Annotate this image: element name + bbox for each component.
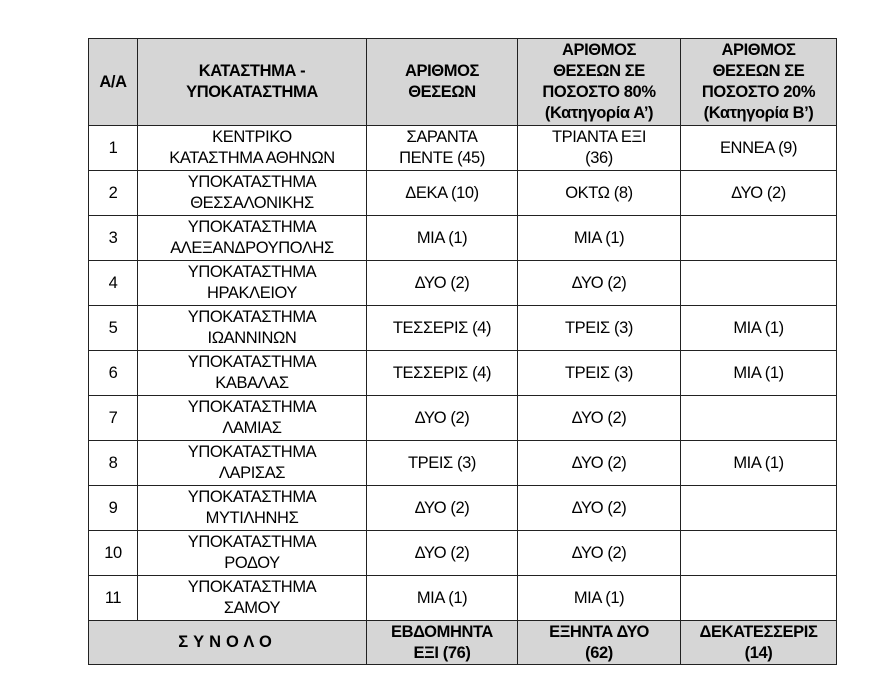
table-row: 6 ΥΠΟΚΑΤΑΣΤΗΜΑ ΚΑΒΑΛΑΣ ΤΕΣΣΕΡΙΣ (4) ΤΡΕΙΣ (…: [88, 350, 837, 396]
store-name: ΥΠΟΚΑΤΑΣΤΗΜΑ ΑΛΕΞΑΝΔΡΟΥΠΟΛΗΣ: [137, 215, 367, 261]
total-positions: ΕΒΔΟΜΗΝΤΑ ΕΞΙ (76): [366, 620, 518, 665]
positions: ΔΥΟ (2): [366, 260, 518, 306]
row-number: 1: [88, 125, 138, 171]
cat-b-positions: [680, 395, 837, 441]
cat-a-positions: ΤΡΕΙΣ (3): [517, 350, 681, 396]
positions: ΔΕΚΑ (10): [366, 170, 518, 216]
cat-b-positions: [680, 575, 837, 621]
store-name: ΥΠΟΚΑΤΑΣΤΗΜΑ ΙΩΑΝΝΙΝΩΝ: [137, 305, 367, 351]
table-row: 9 ΥΠΟΚΑΤΑΣΤΗΜΑ ΜΥΤΙΛΗΝΗΣ ΔΥΟ (2) ΔΥΟ (2): [88, 485, 837, 531]
store-name: ΥΠΟΚΑΤΑΣΤΗΜΑ ΣΑΜΟΥ: [137, 575, 367, 621]
cat-b-positions: ΜΙΑ (1): [680, 305, 837, 351]
total-label: ΣΥΝΟΛΟ: [88, 620, 367, 665]
table-row: 1 ΚΕΝΤΡΙΚΟ ΚΑΤΑΣΤΗΜΑ ΑΘΗΝΩΝ ΣΑΡΑΝΤΑ ΠΕΝΤΕ …: [88, 125, 837, 171]
store-name: ΥΠΟΚΑΤΑΣΤΗΜΑ ΛΑΜΙΑΣ: [137, 395, 367, 441]
table-row: 10 ΥΠΟΚΑΤΑΣΤΗΜΑ ΡΟΔΟΥ ΔΥΟ (2) ΔΥΟ (2): [88, 530, 837, 576]
cat-b-positions: [680, 215, 837, 261]
row-number: 8: [88, 440, 138, 486]
store-name: ΚΕΝΤΡΙΚΟ ΚΑΤΑΣΤΗΜΑ ΑΘΗΝΩΝ: [137, 125, 367, 171]
positions: ΔΥΟ (2): [366, 485, 518, 531]
cat-b-positions: ΜΙΑ (1): [680, 440, 837, 486]
positions: ΤΕΣΣΕΡΙΣ (4): [366, 305, 518, 351]
header-cat-a: ΑΡΙΘΜΟΣ ΘΕΣΕΩΝ ΣΕ ΠΟΣΟΣΤΟ 80% (Κατηγορία…: [517, 38, 681, 126]
cat-b-positions: [680, 485, 837, 531]
positions: ΣΑΡΑΝΤΑ ΠΕΝΤΕ (45): [366, 125, 518, 171]
positions-table: Α/Α ΚΑΤΑΣΤΗΜΑ - ΥΠΟΚΑΤΑΣΤΗΜΑ ΑΡΙΘΜΟΣ ΘΕΣ…: [88, 38, 837, 665]
cat-a-positions: ΔΥΟ (2): [517, 530, 681, 576]
cat-b-positions: ΔΥΟ (2): [680, 170, 837, 216]
table-row: 11 ΥΠΟΚΑΤΑΣΤΗΜΑ ΣΑΜΟΥ ΜΙΑ (1) ΜΙΑ (1): [88, 575, 837, 621]
store-name: ΥΠΟΚΑΤΑΣΤΗΜΑ ΡΟΔΟΥ: [137, 530, 367, 576]
header-row: Α/Α ΚΑΤΑΣΤΗΜΑ - ΥΠΟΚΑΤΑΣΤΗΜΑ ΑΡΙΘΜΟΣ ΘΕΣ…: [88, 38, 837, 126]
row-number: 5: [88, 305, 138, 351]
total-row: ΣΥΝΟΛΟ ΕΒΔΟΜΗΝΤΑ ΕΞΙ (76) ΕΞΗΝΤΑ ΔΥΟ (62…: [88, 620, 837, 665]
cat-a-positions: ΔΥΟ (2): [517, 485, 681, 531]
store-name: ΥΠΟΚΑΤΑΣΤΗΜΑ ΗΡΑΚΛΕΙΟΥ: [137, 260, 367, 306]
row-number: 7: [88, 395, 138, 441]
store-name: ΥΠΟΚΑΤΑΣΤΗΜΑ ΘΕΣΣΑΛΟΝΙΚΗΣ: [137, 170, 367, 216]
total-cat-b: ΔΕΚΑΤΕΣΣΕΡΙΣ (14): [680, 620, 837, 665]
positions: ΔΥΟ (2): [366, 530, 518, 576]
header-store: ΚΑΤΑΣΤΗΜΑ - ΥΠΟΚΑΤΑΣΤΗΜΑ: [137, 38, 367, 126]
row-number: 6: [88, 350, 138, 396]
cat-b-positions: [680, 260, 837, 306]
row-number: 2: [88, 170, 138, 216]
positions: ΤΕΣΣΕΡΙΣ (4): [366, 350, 518, 396]
cat-a-positions: ΟΚΤΩ (8): [517, 170, 681, 216]
table-row: 5 ΥΠΟΚΑΤΑΣΤΗΜΑ ΙΩΑΝΝΙΝΩΝ ΤΕΣΣΕΡΙΣ (4) ΤΡΕΙΣ…: [88, 305, 837, 351]
store-name: ΥΠΟΚΑΤΑΣΤΗΜΑ ΚΑΒΑΛΑΣ: [137, 350, 367, 396]
cat-b-positions: [680, 530, 837, 576]
header-cat-b: ΑΡΙΘΜΟΣ ΘΕΣΕΩΝ ΣΕ ΠΟΣΟΣΤΟ 20% (Κατηγορία…: [680, 38, 837, 126]
positions: ΜΙΑ (1): [366, 215, 518, 261]
table-row: 2 ΥΠΟΚΑΤΑΣΤΗΜΑ ΘΕΣΣΑΛΟΝΙΚΗΣ ΔΕΚΑ (10) ΟΚΤΩ …: [88, 170, 837, 216]
header-aa: Α/Α: [88, 38, 138, 126]
store-name: ΥΠΟΚΑΤΑΣΤΗΜΑ ΜΥΤΙΛΗΝΗΣ: [137, 485, 367, 531]
row-number: 10: [88, 530, 138, 576]
total-cat-a: ΕΞΗΝΤΑ ΔΥΟ (62): [517, 620, 681, 665]
row-number: 9: [88, 485, 138, 531]
table-row: 4 ΥΠΟΚΑΤΑΣΤΗΜΑ ΗΡΑΚΛΕΙΟΥ ΔΥΟ (2) ΔΥΟ (2): [88, 260, 837, 306]
cat-b-positions: ΕΝΝΕΑ (9): [680, 125, 837, 171]
table-row: 8 ΥΠΟΚΑΤΑΣΤΗΜΑ ΛΑΡΙΣΑΣ ΤΡΕΙΣ (3) ΔΥΟ (2) ΜΙΑ…: [88, 440, 837, 486]
cat-b-positions: ΜΙΑ (1): [680, 350, 837, 396]
table-row: 3 ΥΠΟΚΑΤΑΣΤΗΜΑ ΑΛΕΞΑΝΔΡΟΥΠΟΛΗΣ ΜΙΑ (1) ΜΙΑ …: [88, 215, 837, 261]
header-positions: ΑΡΙΘΜΟΣ ΘΕΣΕΩΝ: [366, 38, 518, 126]
cat-a-positions: ΤΡΕΙΣ (3): [517, 305, 681, 351]
cat-a-positions: ΔΥΟ (2): [517, 440, 681, 486]
table-row: 7 ΥΠΟΚΑΤΑΣΤΗΜΑ ΛΑΜΙΑΣ ΔΥΟ (2) ΔΥΟ (2): [88, 395, 837, 441]
cat-a-positions: ΔΥΟ (2): [517, 395, 681, 441]
row-number: 3: [88, 215, 138, 261]
cat-a-positions: ΜΙΑ (1): [517, 215, 681, 261]
store-name: ΥΠΟΚΑΤΑΣΤΗΜΑ ΛΑΡΙΣΑΣ: [137, 440, 367, 486]
row-number: 4: [88, 260, 138, 306]
cat-a-positions: ΔΥΟ (2): [517, 260, 681, 306]
cat-a-positions: ΤΡΙΑΝΤΑ ΕΞΙ (36): [517, 125, 681, 171]
cat-a-positions: ΜΙΑ (1): [517, 575, 681, 621]
table-body: 1 ΚΕΝΤΡΙΚΟ ΚΑΤΑΣΤΗΜΑ ΑΘΗΝΩΝ ΣΑΡΑΝΤΑ ΠΕΝΤΕ …: [88, 125, 837, 621]
row-number: 11: [88, 575, 138, 621]
positions: ΤΡΕΙΣ (3): [366, 440, 518, 486]
positions: ΔΥΟ (2): [366, 395, 518, 441]
positions: ΜΙΑ (1): [366, 575, 518, 621]
